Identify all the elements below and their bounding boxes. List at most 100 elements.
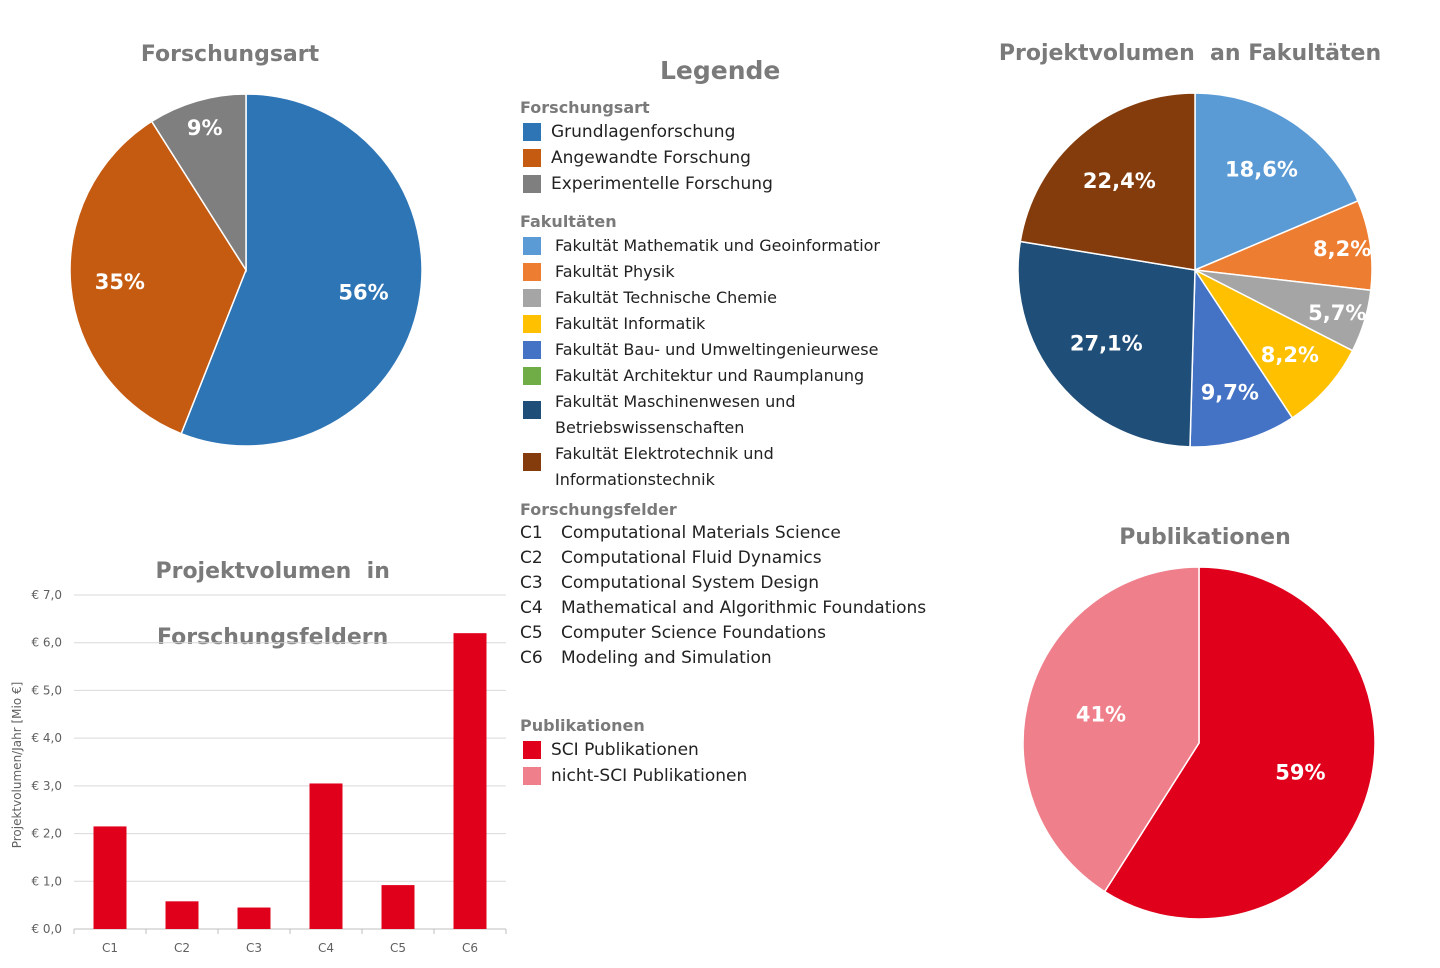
field-code: C6 [520, 648, 543, 668]
pie-chart-3: 59% 41% [1022, 566, 1376, 920]
legend-swatch [523, 263, 541, 281]
legend-title: Legende [660, 56, 781, 85]
chart-title-forschungsfelder: Projektvolumen in Forschungsfeldern [100, 522, 430, 654]
legend-field-item: C2 Computational Fluid Dynamics [520, 546, 960, 571]
pie-slice-label: 8,2% [1313, 237, 1371, 261]
y-tick-label: € 4,0 [31, 731, 62, 745]
pie-slice [1019, 92, 1196, 271]
field-name: Computational System Design [561, 573, 820, 593]
field-name: Mathematical and Algorithmic Foundations [561, 598, 927, 618]
y-tick-label: € 6,0 [31, 636, 62, 650]
pie-slice-label: 9,7% [1201, 381, 1259, 405]
x-tick-label: C3 [246, 941, 262, 955]
field-name: Computational Fluid Dynamics [561, 548, 822, 568]
pie-slice-label: 5,7% [1308, 301, 1366, 325]
bar [93, 826, 127, 929]
field-code: C1 [520, 523, 543, 543]
legend-group-forschungsart: Grundlagenforschung Angewandte Forschung… [520, 119, 960, 197]
legend-swatch [523, 767, 541, 785]
field-name: Computer Science Foundations [561, 623, 826, 643]
pie-slice [1103, 566, 1376, 920]
pie-chart-0: 56% 35% 9% [69, 93, 423, 447]
pie-slice [69, 120, 247, 435]
legend-swatch [523, 741, 541, 759]
legend-heading-publikationen: Publikationen [520, 716, 645, 735]
legend-item: Fakultät Physik [520, 259, 960, 285]
pie-slice-label: 27,1% [1070, 331, 1143, 355]
legend-item: Fakultät Informatik [520, 311, 960, 337]
bar [165, 901, 199, 929]
field-code: C4 [520, 598, 543, 618]
bar-chart: € 0,0 € 1,0 € 2,0 € 3,0 € 4,0 € 5,0 € 6,0 € 7,0… [10, 588, 507, 955]
pie-slice-label: 56% [338, 280, 388, 304]
legend-group-fakultaeten: Fakultät Mathematik und Geoinformatior F… [520, 233, 960, 493]
y-tick-label: € 1,0 [31, 874, 62, 888]
legend-item-label: Fakultät Elektrotechnik und Informations… [555, 444, 774, 489]
y-tick-label: € 2,0 [31, 827, 62, 841]
legend-item-label: SCI Publikationen [551, 740, 699, 760]
field-code: C3 [520, 573, 543, 593]
legend-item-label: Fakultät Informatik [555, 314, 706, 333]
legend-heading-forschungsfelder: Forschungsfelder [520, 500, 677, 519]
legend-swatch [523, 149, 541, 167]
chart-title-fakultaeten: Projektvolumen an Fakultäten [998, 41, 1382, 66]
pie-slice-label: 41% [1076, 703, 1126, 727]
field-name: Modeling and Simulation [561, 648, 772, 668]
x-tick-label: C6 [462, 941, 478, 955]
bar [237, 907, 271, 929]
x-tick-label: C5 [390, 941, 406, 955]
pie-slice [1192, 199, 1373, 292]
legend-swatch [523, 341, 541, 359]
y-tick-label: € 3,0 [31, 779, 62, 793]
legend-item: Angewandte Forschung [520, 145, 960, 171]
legend-field-item: C4 Mathematical and Algorithmic Foundati… [520, 596, 960, 621]
x-tick-label: C4 [318, 941, 334, 955]
chart-title-publikationen: Publikationen [1119, 525, 1291, 550]
legend-swatch [523, 453, 541, 471]
y-tick-label: € 0,0 [31, 922, 62, 936]
legend-item: nicht-SCI Publikationen [520, 763, 960, 789]
pie-slice [1017, 240, 1196, 448]
legend-swatch [523, 237, 541, 255]
pie-slice [1189, 267, 1294, 448]
pie-slice [1022, 566, 1200, 893]
pie-slice [1192, 268, 1354, 419]
y-tick-label: € 7,0 [31, 588, 62, 602]
pie-slice-label: 9% [187, 116, 223, 140]
legend-item: Grundlagenforschung [520, 119, 960, 145]
legend-item-label: Fakultät Mathematik und Geoinformatior [555, 236, 880, 255]
pie-slice-label: 59% [1275, 760, 1325, 784]
legend-item-label: Fakultät Physik [555, 262, 675, 281]
legend-item: Fakultät Architektur und Raumplanung [520, 363, 960, 389]
legend-item: SCI Publikationen [520, 737, 960, 763]
legend-heading-forschungsart: Forschungsart [520, 98, 650, 117]
bar [309, 783, 343, 929]
field-code: C5 [520, 623, 543, 643]
bar [453, 633, 487, 929]
pie-slice-label: 22,4% [1083, 169, 1156, 193]
bar [381, 885, 415, 929]
legend-item: Fakultät Mathematik und Geoinformatior [520, 233, 960, 259]
chart-title-line-2: Forschungsfeldern [157, 625, 389, 650]
pie-slice [150, 93, 247, 273]
field-code: C2 [520, 548, 543, 568]
legend-swatch [523, 175, 541, 193]
legend-item-label: Fakultät Maschinenwesen und Betriebswiss… [555, 392, 796, 437]
pie-slice-label: 35% [95, 270, 145, 294]
y-axis-label: Projektvolumen/Jahr [Mio €] [10, 682, 24, 849]
legend-field-item: C5 Computer Science Foundations [520, 621, 960, 646]
legend-item-label: Angewandte Forschung [551, 148, 751, 168]
pie-slice [1194, 92, 1359, 272]
legend-item-label: nicht-SCI Publikationen [551, 766, 748, 786]
legend-group-publikationen: SCI Publikationen nicht-SCI Publikatione… [520, 737, 960, 789]
legend-heading-fakultaeten: Fakultäten [520, 212, 617, 231]
legend-item-label: Fakultät Architektur und Raumplanung [555, 366, 865, 385]
legend: Legende Forschungsart Grundlagenforschun… [520, 56, 960, 789]
legend-item: Fakultät Elektrotechnik und Informations… [520, 441, 960, 493]
legend-swatch [523, 401, 541, 419]
pie-slice-label: 18,6% [1225, 158, 1298, 182]
pie-slice [180, 93, 423, 447]
x-tick-label: C1 [102, 941, 118, 955]
legend-item-label: Experimentelle Forschung [551, 174, 773, 194]
pie-slice-label: 8,2% [1261, 343, 1319, 367]
